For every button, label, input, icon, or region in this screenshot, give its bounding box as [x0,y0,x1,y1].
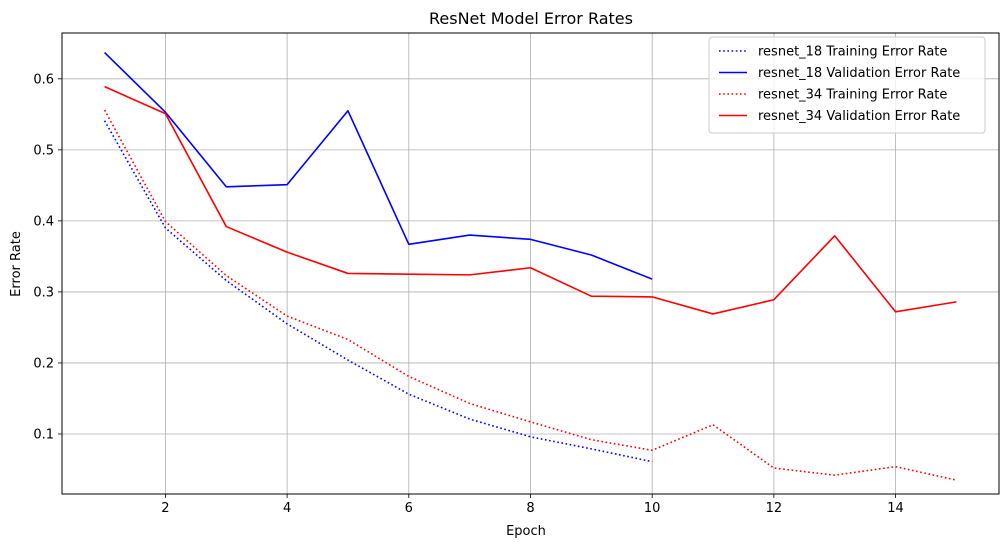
legend: resnet_18 Training Error Rate resnet_18 V… [708,36,986,134]
legend-frame [708,36,986,134]
plot-series [103,51,957,481]
x-axis-label: Epoch [506,524,546,539]
axis-ticks: 2 4 6 8 10 12 14 0.1 0.2 0.3 0.4 0.5 0.6 [33,72,904,516]
chart-title: ResNet Model Error Rates [429,9,633,28]
series-line-2 [104,51,653,280]
y-tick-label: 0.2 [33,356,54,371]
x-tick-label: 14 [887,501,904,516]
legend-label-3: resnet_34 Training Error Rate [758,88,947,103]
series-line-1 [103,120,653,463]
x-tick-label: 2 [161,501,169,516]
legend-label-4: resnet_34 Validation Error Rate [758,109,960,124]
x-tick-label: 4 [283,501,291,516]
x-tick-label: 6 [405,501,413,516]
y-tick-label: 0.1 [33,427,54,442]
y-axis-label: Error Rate [9,231,24,297]
legend-label-2: resnet_18 Validation Error Rate [758,66,960,81]
x-tick-label: 12 [766,501,783,516]
series-line-4 [104,85,957,315]
y-tick-label: 0.4 [33,214,54,229]
x-tick-label: 10 [644,501,661,516]
y-tick-label: 0.6 [33,72,54,87]
x-tick-label: 8 [526,501,534,516]
legend-label-1: resnet_18 Training Error Rate [758,45,947,60]
y-tick-label: 0.5 [33,143,54,158]
y-tick-label: 0.3 [33,285,54,300]
